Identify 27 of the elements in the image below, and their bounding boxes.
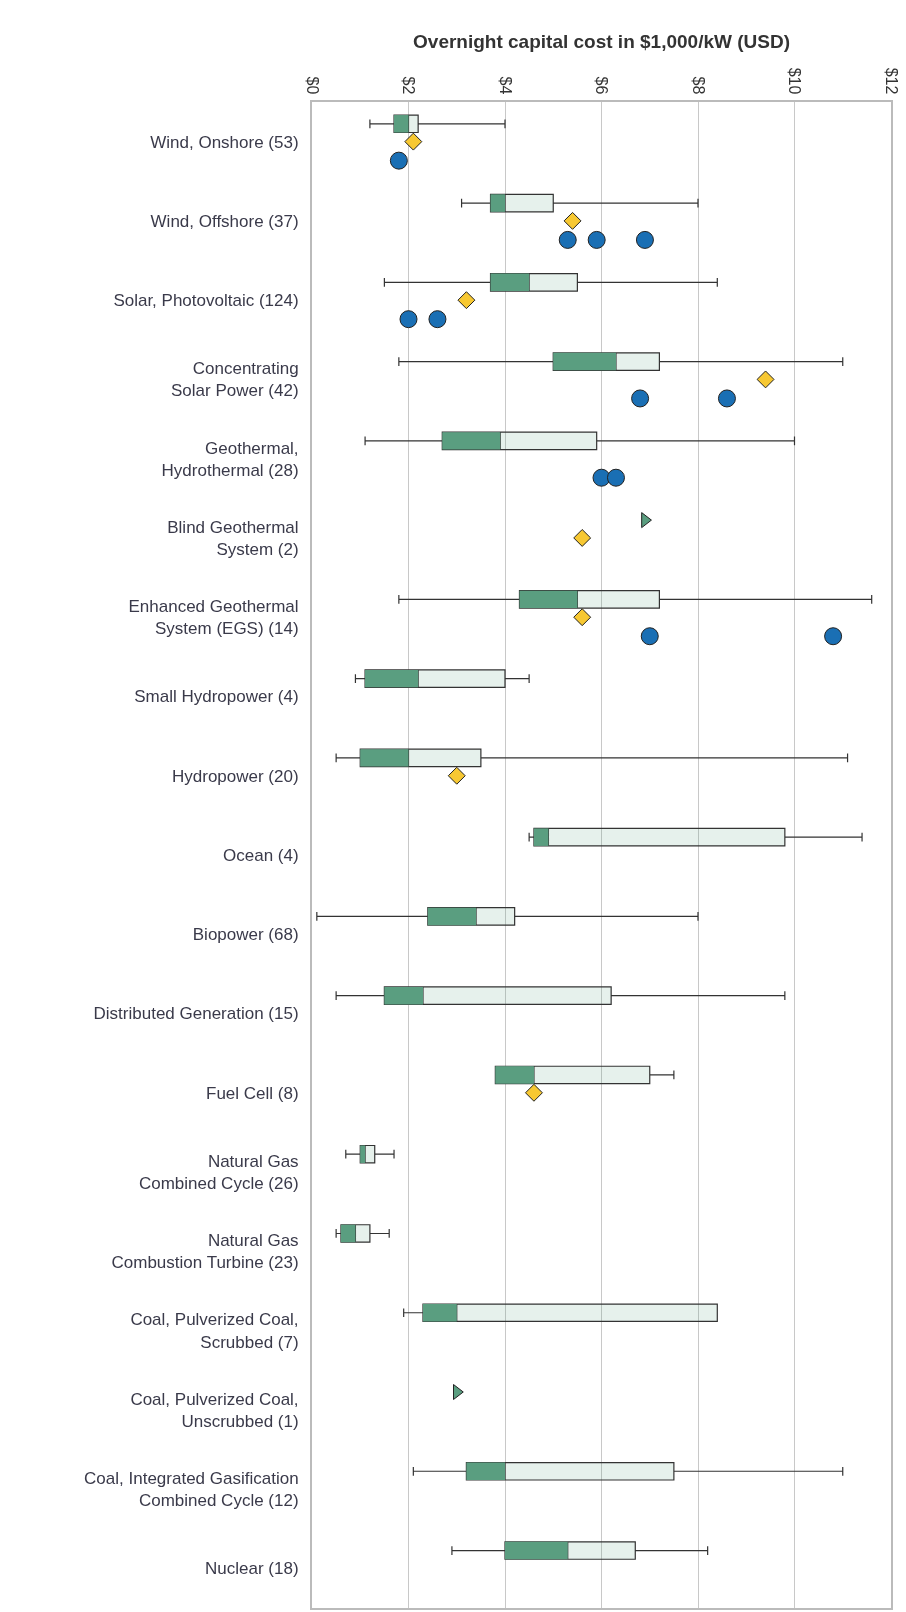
- y-tick-label: Geothermal, Hydrothermal (28): [161, 438, 299, 480]
- x-tick-label: $12: [882, 67, 900, 95]
- x-axis-title: Overnight capital cost in $1,000/kW (USD): [413, 31, 790, 53]
- y-tick-label: Coal, Integrated Gasification Combined Cycle (12): [84, 1469, 299, 1511]
- y-tick-label: Blind Geothermal System (2): [167, 517, 299, 559]
- x-tick-label: $10: [786, 67, 804, 95]
- y-tick-label: Wind, Onshore (53): [150, 132, 299, 152]
- y-tick-label: Natural Gas Combined Cycle (26): [138, 1151, 299, 1194]
- y-tick-label: Coal, Pulverized Coal, Scrubbed (7): [130, 1310, 299, 1352]
- x-tick-label: $8: [689, 76, 707, 95]
- x-tick-label: $0: [303, 76, 321, 95]
- x-tick-label: $6: [593, 76, 611, 95]
- y-tick-label: Concentrating Solar Power (42): [171, 359, 299, 401]
- y-tick-label: Ocean (4): [223, 845, 299, 865]
- y-tick-label: Wind, Offshore (37): [150, 211, 299, 231]
- y-tick-label: Solar, Photovoltaic (124): [113, 291, 299, 311]
- y-tick-label: Distributed Generation (15): [93, 1004, 299, 1024]
- y-tick-label: Enhanced Geothermal System (EGS) (14): [128, 597, 299, 639]
- y-tick-label: Nuclear (18): [205, 1559, 299, 1579]
- x-tick-label: $4: [496, 76, 514, 95]
- y-tick-label: Coal, Pulverized Coal, Unscrubbed (1): [130, 1389, 299, 1431]
- y-tick-label: Small Hydropower (4): [134, 687, 299, 707]
- y-tick-label: Hydropower (20): [171, 766, 299, 786]
- y-tick-label: Biopower (68): [192, 925, 299, 945]
- x-tick-label: $2: [400, 76, 418, 95]
- y-tick-label: Fuel Cell (8): [206, 1083, 299, 1103]
- y-tick-label: Natural Gas Combustion Turbine (23): [111, 1231, 299, 1273]
